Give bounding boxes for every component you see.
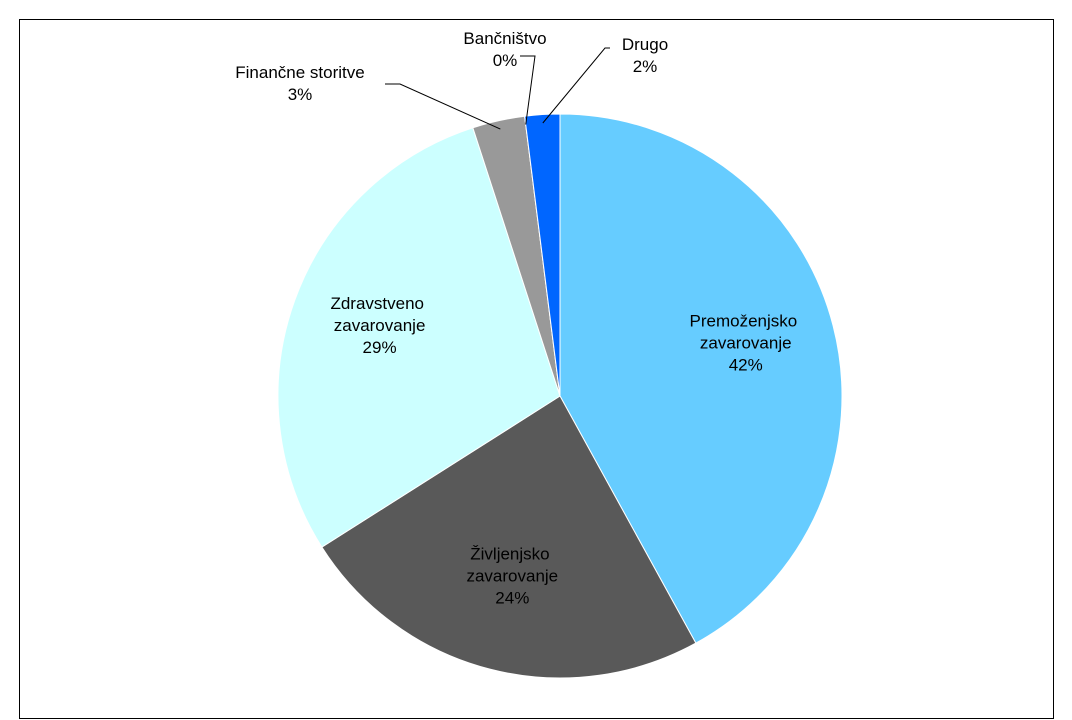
pie-slice [524, 113, 561, 397]
pie-slice [559, 113, 843, 644]
slice-label: Bančništvo [463, 29, 546, 48]
slice-label: Drugo [622, 35, 668, 54]
value-label: 24% [495, 589, 529, 608]
value-label: 42% [729, 355, 763, 374]
leader-line [385, 83, 501, 130]
pie-slice [321, 395, 697, 679]
pie-slice [277, 127, 561, 548]
leader-line [542, 47, 610, 124]
value-label: 0% [493, 51, 518, 70]
leader-line [520, 55, 536, 125]
slice-label: Zdravstveno zavarovanje [330, 294, 428, 335]
slice-label: Premoženjsko zavarovanje [690, 311, 802, 352]
value-label: 2% [633, 57, 658, 76]
slice-label: Življenjsko zavarovanje [466, 545, 558, 586]
value-label: 29% [363, 338, 397, 357]
slice-label: Finančne storitve [235, 63, 364, 82]
value-label: 3% [288, 85, 313, 104]
